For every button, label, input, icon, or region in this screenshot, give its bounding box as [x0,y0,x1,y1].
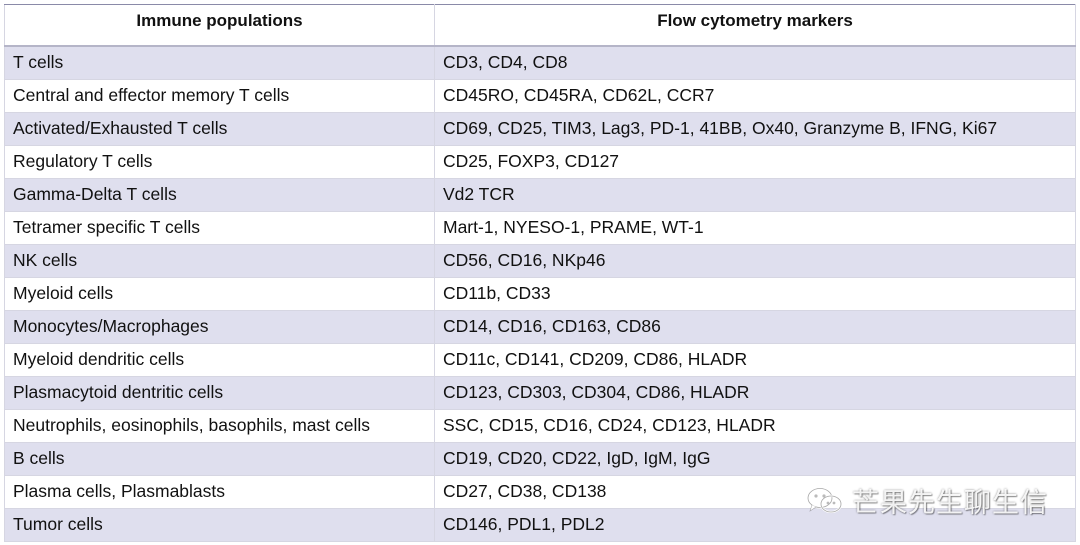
table-row: B cells CD19, CD20, CD22, IgD, IgM, IgG [4,441,1076,476]
table-row: NK cells CD56, CD16, NKp46 [4,243,1076,278]
markers-cell: CD69, CD25, TIM3, Lag3, PD-1, 41BB, Ox40… [434,111,1076,146]
population-cell: Activated/Exhausted T cells [4,111,435,146]
population-cell: Central and effector memory T cells [4,78,435,113]
markers-cell: CD14, CD16, CD163, CD86 [434,309,1076,344]
population-cell: Tetramer specific T cells [4,210,435,245]
population-cell: Myeloid cells [4,276,435,311]
table-row: Activated/Exhausted T cells CD69, CD25, T… [4,111,1076,146]
table-header: Immune populations Flow cytometry marker… [4,4,1076,46]
markers-cell: CD11c, CD141, CD209, CD86, HLADR [434,342,1076,377]
table-row: Tetramer specific T cells Mart-1, NYESO-1… [4,210,1076,245]
markers-cell: CD3, CD4, CD8 [434,44,1076,80]
table-row: Plasmacytoid dentritic cells CD123, CD303… [4,375,1076,410]
population-cell: Neutrophils, eosinophils, basophils, mas… [4,408,435,443]
table-row: T cells CD3, CD4, CD8 [4,44,1076,80]
table-row: Gamma-Delta T cells Vd2 TCR [4,177,1076,212]
wechat-icon [806,486,844,516]
header-row: Immune populations Flow cytometry marker… [4,4,1076,46]
population-cell: Myeloid dendritic cells [4,342,435,377]
table-row: Monocytes/Macrophages CD14, CD16, CD163, … [4,309,1076,344]
population-cell: Regulatory T cells [4,144,435,179]
table-row: Myeloid cells CD11b, CD33 [4,276,1076,311]
markers-cell: Vd2 TCR [434,177,1076,212]
table-row: Plasma cells, Plasmablasts CD27, CD38, CD… [4,474,1076,509]
header-immune-populations: Immune populations [4,4,435,46]
markers-cell: CD19, CD20, CD22, IgD, IgM, IgG [434,441,1076,476]
population-cell: Plasmacytoid dentritic cells [4,375,435,410]
population-cell: B cells [4,441,435,476]
table-row: Myeloid dendritic cells CD11c, CD141, CD2… [4,342,1076,377]
table-row: Regulatory T cells CD25, FOXP3, CD127 [4,144,1076,179]
table-row: Neutrophils, eosinophils, basophils, mas… [4,408,1076,443]
markers-cell: SSC, CD15, CD16, CD24, CD123, HLADR [434,408,1076,443]
header-flow-cytometry-markers: Flow cytometry markers [434,4,1076,46]
watermark: 芒果先生聊生信 [806,481,1048,520]
markers-cell: CD56, CD16, NKp46 [434,243,1076,278]
markers-cell: CD45RO, CD45RA, CD62L, CCR7 [434,78,1076,113]
watermark-text: 芒果先生聊生信 [852,488,1048,519]
markers-cell: Mart-1, NYESO-1, PRAME, WT-1 [434,210,1076,245]
population-cell: Tumor cells [4,507,435,542]
markers-cell: CD123, CD303, CD304, CD86, HLADR [434,375,1076,410]
table-row: Tumor cells CD146, PDL1, PDL2 [4,507,1076,542]
markers-cell: CD25, FOXP3, CD127 [434,144,1076,179]
population-cell: NK cells [4,243,435,278]
marker-table: Immune populations Flow cytometry marker… [4,4,1076,542]
population-cell: T cells [4,44,435,80]
population-cell: Monocytes/Macrophages [4,309,435,344]
table-body: T cells CD3, CD4, CD8 Central and effector… [4,44,1076,542]
population-cell: Gamma-Delta T cells [4,177,435,212]
markers-cell: CD11b, CD33 [434,276,1076,311]
table-row: Central and effector memory T cells CD45R… [4,78,1076,113]
population-cell: Plasma cells, Plasmablasts [4,474,435,509]
markers-cell: CD146, PDL1, PDL2 [434,507,1076,542]
